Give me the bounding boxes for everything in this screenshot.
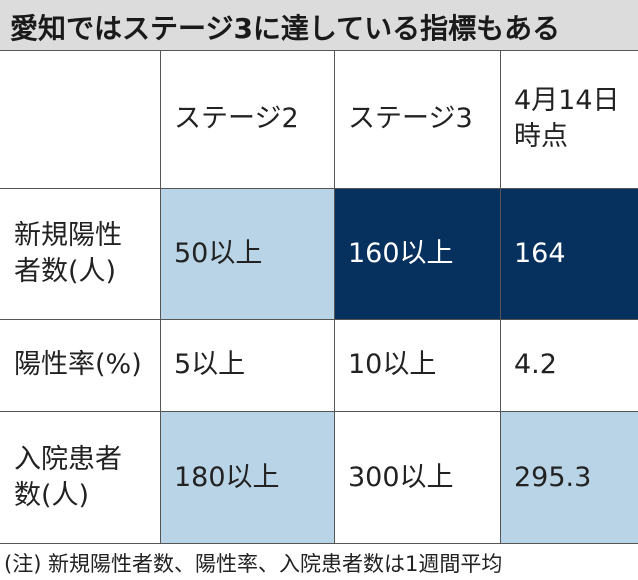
cell-value: 300以上 — [348, 461, 454, 493]
cell-positivity-current: 4.2 — [500, 319, 638, 411]
row-divider — [0, 188, 638, 189]
row-divider — [0, 411, 638, 412]
row-label-line1: 新規陽性 — [14, 219, 122, 251]
cell-value: 5以上 — [174, 349, 246, 380]
row-label-new-cases: 新規陽性 者数(人) — [0, 188, 160, 319]
cell-positivity-stage2: 5以上 — [160, 319, 334, 411]
header-stage3: ステージ3 — [334, 50, 500, 188]
cell-value: 164 — [514, 237, 566, 269]
cell-positivity-stage3: 10以上 — [334, 319, 500, 411]
cell-value: 160以上 — [348, 237, 454, 269]
row-label-positivity-rate: 陽性率(%) — [0, 319, 160, 411]
header-current: 4月14日 時点 — [500, 50, 638, 188]
cell-value: 4.2 — [514, 349, 557, 380]
column-divider — [160, 50, 161, 544]
header-stage2: ステージ2 — [160, 50, 334, 188]
cell-new-cases-current: 164 — [500, 188, 638, 319]
header-current-line2: 時点 — [514, 121, 568, 152]
cell-inpatients-current: 295.3 — [500, 411, 638, 544]
row-divider — [0, 543, 638, 544]
header-current-line1: 4月14日 — [514, 85, 620, 116]
footnote: (注) 新規陽性者数、陽性率、入院患者数は1週間平均 — [4, 552, 503, 576]
title-bar: 愛知ではステージ3に達している指標もある — [0, 0, 638, 50]
header-stage2-label: ステージ2 — [174, 103, 299, 134]
header-stage3-label: ステージ3 — [348, 103, 473, 134]
column-divider — [500, 50, 501, 544]
row-divider — [0, 319, 638, 320]
cell-value: 50以上 — [174, 237, 263, 269]
header-empty-cell — [0, 50, 160, 188]
row-divider — [0, 50, 638, 51]
row-label-line2: 者数(人) — [14, 255, 117, 287]
cell-new-cases-stage3: 160以上 — [334, 188, 500, 319]
cell-value: 180以上 — [174, 461, 280, 493]
row-label-line2: 数(人) — [14, 479, 90, 511]
row-label-inpatients: 入院患者 数(人) — [0, 411, 160, 544]
column-divider — [334, 50, 335, 544]
page-title: 愛知ではステージ3に達している指標もある — [10, 12, 561, 45]
cell-value: 10以上 — [348, 349, 437, 380]
cell-inpatients-stage2: 180以上 — [160, 411, 334, 544]
row-label-line1: 入院患者 — [14, 443, 122, 475]
row-label-line1: 陽性率(%) — [14, 349, 142, 380]
cell-inpatients-stage3: 300以上 — [334, 411, 500, 544]
cell-new-cases-stage2: 50以上 — [160, 188, 334, 319]
stage-table: ステージ2 ステージ3 4月14日 時点 新規陽性 者数(人) 50以上 160… — [0, 50, 638, 544]
cell-value: 295.3 — [514, 461, 592, 493]
